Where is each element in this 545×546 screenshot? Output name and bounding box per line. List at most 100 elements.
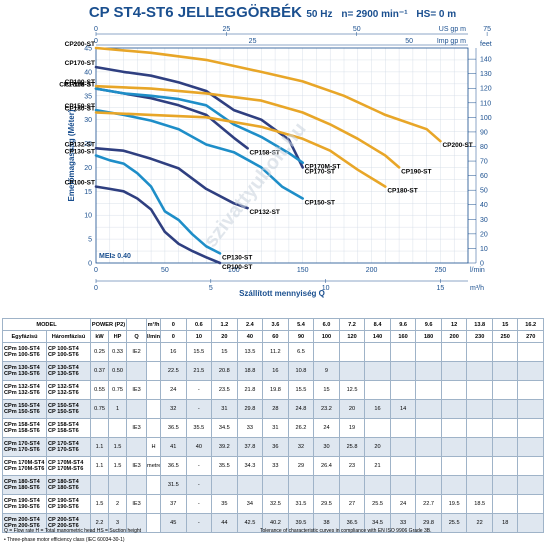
model-three-st4: CP 200-ST4 xyxy=(48,517,79,523)
head-value: 25.5 xyxy=(440,513,468,533)
head-value xyxy=(364,418,391,438)
head-value xyxy=(491,456,519,476)
curve-start-label: CP170-ST xyxy=(65,60,95,67)
head-value xyxy=(491,342,519,362)
head-value: 38 xyxy=(313,513,340,533)
head-value xyxy=(440,399,468,419)
m3h-tick-label: 5 xyxy=(209,285,213,292)
axes: 0 5 10 15 20 25 30 35 40 45 Emelőmagasság (Méter) 0… xyxy=(67,26,492,298)
y-tick-label: 15 xyxy=(84,189,92,196)
model-three-st6: CP 200-ST6 xyxy=(48,523,79,529)
curve-start-label: CP170M-ST xyxy=(59,82,95,89)
head-value xyxy=(287,475,315,495)
model-three-st4: CP 132-ST4 xyxy=(48,384,79,390)
head-value: 34.3 xyxy=(236,456,264,476)
head-value: 6.5 xyxy=(287,342,315,362)
head-value: 37 xyxy=(160,494,187,514)
head-value: 33 xyxy=(262,456,289,476)
head-value xyxy=(517,494,544,514)
table-head-mono: Egyfázisú xyxy=(2,330,47,343)
head-value: 10.8 xyxy=(287,361,315,381)
q-m3h-value: 0.6 xyxy=(185,318,213,331)
model-mono-st4: CPm 200-ST4 xyxy=(4,517,40,523)
impgpm-tick-label: 25 xyxy=(249,38,257,45)
power-hp xyxy=(108,475,128,495)
power-hp: 0.50 xyxy=(108,361,128,381)
head-value xyxy=(517,418,544,438)
model-three-st6: CP 158-ST6 xyxy=(48,428,79,434)
table-head-q-m3h: m³/h xyxy=(146,318,162,331)
q-lmin-value: 100 xyxy=(313,330,340,343)
table-row: CPm 130-ST4 CPm 130-ST6 CP 130-ST4 CP 130-S… xyxy=(2,361,544,381)
head-value: 39.2 xyxy=(211,437,238,457)
head-value xyxy=(491,494,519,514)
head-value xyxy=(517,399,544,419)
curve-start-label: CP180-ST xyxy=(65,106,95,113)
head-value xyxy=(466,342,493,362)
head-value: 36 xyxy=(262,437,289,457)
head-value xyxy=(389,456,417,476)
curve-end-label: CP158-ST xyxy=(250,149,280,156)
feet-tick-label: 40 xyxy=(480,202,488,209)
power-hp: 0.75 xyxy=(108,380,128,400)
m3h-unit: m³/h xyxy=(470,285,484,292)
model-mono: CPm 170M-ST4 CPm 170M-ST6 xyxy=(2,456,47,476)
head-value: 16 xyxy=(160,342,187,362)
head-value: 35.5 xyxy=(211,456,238,476)
curve-start-label: CP158-ST xyxy=(65,82,95,89)
model-mono-st6: CPm 170-ST6 xyxy=(4,447,40,453)
head-value: 24 xyxy=(313,418,340,438)
head-value xyxy=(389,418,417,438)
model-three-st6: CP 170-ST6 xyxy=(48,447,79,453)
q-m3h-value: 9.6 xyxy=(389,318,417,331)
head-value xyxy=(517,380,544,400)
h-label-cell xyxy=(146,361,162,381)
feet-tick-label: 80 xyxy=(480,144,488,151)
table-head-three: Háromfázisú xyxy=(45,330,92,343)
q-lmin-value: 250 xyxy=(491,330,519,343)
curve-end-label: CP200-ST xyxy=(442,142,472,149)
model-mono-st4: CPm 130-ST4 xyxy=(4,365,40,371)
head-value: 14 xyxy=(389,399,417,419)
head-value xyxy=(364,380,391,400)
labels: CP100-STCP100-STCP130-STCP130-STCP132-ST… xyxy=(59,41,473,271)
curve-end-label: CP130-ST xyxy=(222,254,252,261)
q-lmin-value: 90 xyxy=(287,330,315,343)
model-three-st4: CP 170-ST4 xyxy=(48,441,79,447)
head-value xyxy=(338,342,366,362)
feet-tick-label: 140 xyxy=(480,57,492,64)
table-row: CPm 200-ST4 CPm 200-ST6 CP 200-ST4 CP 200-S… xyxy=(2,513,544,533)
head-value: 19 xyxy=(338,418,366,438)
h-label-cell xyxy=(146,380,162,400)
model-three: CP 170-ST4 CP 170-ST6 xyxy=(45,437,92,457)
head-value: 15.5 xyxy=(287,380,315,400)
head-value: 29.8 xyxy=(236,399,264,419)
curve-start-label: CP130-ST xyxy=(65,149,95,156)
head-value: 9 xyxy=(313,361,340,381)
h-label-cell xyxy=(146,494,162,514)
curve-cp200-st xyxy=(94,46,442,143)
head-value: 35.5 xyxy=(185,418,213,438)
h-label-cell: H xyxy=(146,437,162,457)
head-value: - xyxy=(185,475,213,495)
x-tick-label: 50 xyxy=(161,267,169,274)
head-value: 29.8 xyxy=(415,513,442,533)
footnote-right: Tolerance of characteristic curves in co… xyxy=(260,528,432,534)
power-kw xyxy=(90,475,110,495)
q-lmin-value: 20 xyxy=(211,330,238,343)
head-value xyxy=(517,475,544,495)
head-value xyxy=(440,380,468,400)
model-three-st6: CP 100-ST6 xyxy=(48,352,79,358)
h-label-cell xyxy=(146,399,162,419)
q-lmin-value: 140 xyxy=(364,330,391,343)
head-value: - xyxy=(185,399,213,419)
feet-tick-label: 60 xyxy=(480,173,488,180)
efficiency-class: IE3 xyxy=(126,494,148,514)
head-value: - xyxy=(185,456,213,476)
head-value: 35 xyxy=(211,494,238,514)
head-value xyxy=(491,418,519,438)
head-value xyxy=(389,380,417,400)
power-hp: 2 xyxy=(108,494,128,514)
model-mono-st4: CPm 190-ST4 xyxy=(4,498,40,504)
q-m3h-value: 8.4 xyxy=(364,318,391,331)
